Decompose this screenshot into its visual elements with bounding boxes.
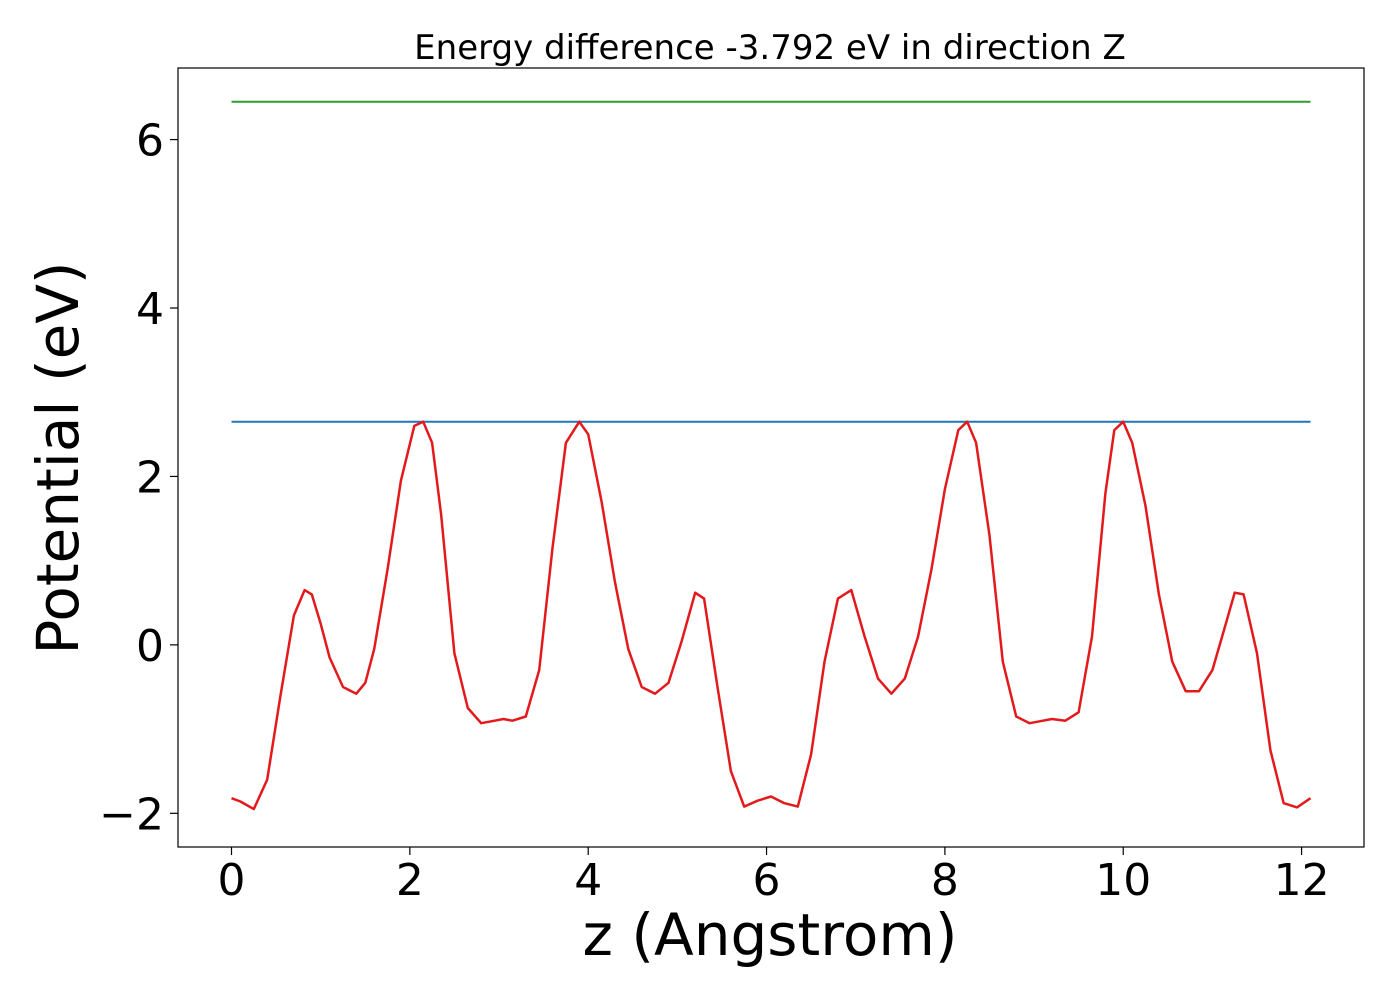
x-tick-label: 12 (1274, 855, 1330, 906)
y-tick-label: −2 (99, 789, 164, 840)
y-tick-label: 6 (136, 116, 164, 167)
y-axis-label: Potential (eV) (24, 261, 92, 654)
chart-title: Energy difference -3.792 eV in direction… (414, 28, 1126, 68)
tick-layer: 0 2 4 6 8 10 12 −2 0 2 4 6 (99, 116, 1329, 906)
series-layer (231, 100, 1312, 811)
x-tick-label: 10 (1095, 855, 1151, 906)
y-tick-label: 0 (136, 621, 164, 672)
series-line-3 (231, 420, 1312, 811)
plot-area-frame (177, 67, 1365, 848)
x-tick-label: 8 (931, 855, 959, 906)
x-tick-label: 2 (396, 855, 424, 906)
y-tick-label: 4 (136, 284, 164, 335)
x-axis-label: z (Angstrom) (583, 901, 958, 969)
x-tick-label: 6 (753, 855, 781, 906)
x-tick-label: 0 (218, 855, 246, 906)
y-tick-label: 2 (136, 452, 164, 503)
x-tick-label: 4 (574, 855, 602, 906)
